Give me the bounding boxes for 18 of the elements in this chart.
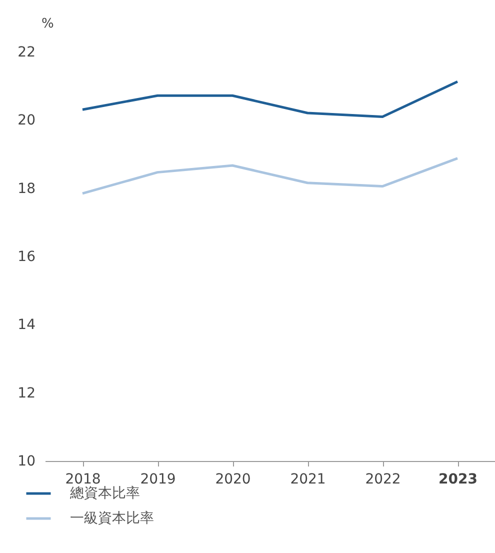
x-tick-label: 2023 bbox=[438, 472, 478, 488]
x-tick-label: 2021 bbox=[290, 472, 326, 488]
y-axis-title: % bbox=[42, 16, 54, 32]
y-tick-label: 14 bbox=[18, 317, 36, 334]
x-tick-label: 2020 bbox=[215, 472, 251, 488]
x-tick-label: 2019 bbox=[140, 472, 176, 488]
y-tick-label: 18 bbox=[18, 180, 36, 197]
x-tick-label: 2018 bbox=[65, 472, 101, 488]
line-series bbox=[81, 80, 459, 118]
y-tick-label: 20 bbox=[18, 112, 36, 129]
legend-label: 總資本比率 bbox=[69, 486, 140, 502]
y-tick-label: 10 bbox=[18, 454, 36, 470]
y-tick-label: 22 bbox=[18, 44, 36, 60]
y-tick-label: 16 bbox=[18, 249, 36, 265]
legend-label: 一級資本比率 bbox=[70, 510, 154, 526]
x-tick-label: 2022 bbox=[365, 472, 401, 488]
line-series bbox=[81, 157, 459, 195]
y-tick-label: 12 bbox=[18, 385, 36, 402]
